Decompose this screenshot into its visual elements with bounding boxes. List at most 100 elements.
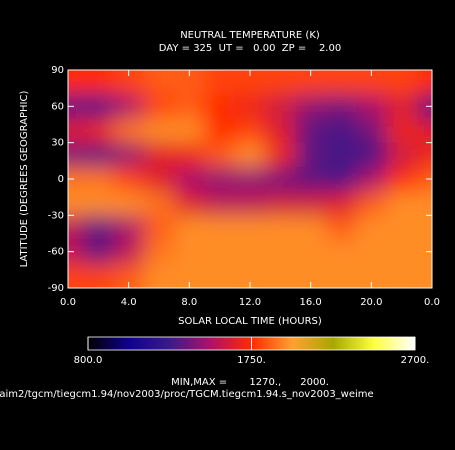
heat-cell: [143, 239, 175, 265]
heat-cell: [68, 191, 84, 216]
heat-cell: [143, 191, 175, 216]
heat-cell: [265, 142, 296, 168]
heat-cell: [83, 239, 114, 265]
heat-cell: [325, 239, 357, 265]
y-tick-label: -60: [48, 247, 64, 258]
heat-cell: [204, 263, 236, 288]
heat-cell: [204, 239, 236, 265]
heat-cell: [325, 263, 357, 288]
y-tick-label: -90: [48, 283, 64, 294]
heat-cell: [113, 70, 145, 95]
heat-cell: [113, 166, 145, 192]
heat-cell: [143, 142, 175, 168]
heat-cell: [265, 166, 296, 192]
heat-cell: [83, 142, 114, 168]
heat-cell: [265, 239, 296, 265]
x-tick-label: 4.0: [121, 297, 137, 308]
heat-cell: [174, 166, 205, 192]
heat-cell: [265, 263, 296, 288]
heat-cell: [174, 215, 205, 241]
chart-subtitle: DAY = 325 UT = 0.00 ZP = 2.00: [159, 43, 341, 54]
heat-cell: [416, 142, 432, 168]
heat-cell: [204, 118, 236, 144]
heat-cell: [356, 94, 387, 119]
x-axis-label: SOLAR LOCAL TIME (HOURS): [178, 316, 322, 327]
heat-cell: [386, 142, 418, 168]
heat-cell: [325, 166, 357, 192]
x-tick-label: 0.0: [60, 297, 76, 308]
heat-cell: [234, 118, 266, 144]
heat-cell: [83, 94, 114, 119]
heat-cell: [174, 239, 205, 265]
field: [68, 70, 432, 288]
heat-cell: [356, 70, 387, 95]
heat-cell: [68, 94, 84, 119]
heat-cell: [83, 166, 114, 192]
heat-cell: [143, 263, 175, 288]
colorbar-tick-label: 1750.: [237, 355, 266, 366]
heat-cell: [416, 239, 432, 265]
heat-cell: [416, 191, 432, 216]
heat-cell: [68, 142, 84, 168]
colorbar-tick-label: 800.0: [74, 355, 103, 366]
heat-cell: [68, 118, 84, 144]
heat-cell: [83, 118, 114, 144]
heat-cell: [174, 191, 205, 216]
heat-cell: [234, 215, 266, 241]
heat-cell: [295, 215, 327, 241]
heat-cell: [265, 215, 296, 241]
y-axis-label: LATITUDE (DEGREES GEOGRAPHIC): [19, 91, 30, 268]
heat-cell: [325, 70, 357, 95]
heat-cell: [295, 118, 327, 144]
heat-cell: [204, 70, 236, 95]
heat-cell: [143, 215, 175, 241]
heat-cell: [386, 191, 418, 216]
heat-cell: [416, 94, 432, 119]
heat-cell: [265, 118, 296, 144]
x-tick-label: 20.0: [360, 297, 382, 308]
heat-cell: [234, 94, 266, 119]
heat-cell: [386, 118, 418, 144]
heat-cell: [386, 70, 418, 95]
heat-cell: [265, 70, 296, 95]
heat-cell: [143, 70, 175, 95]
heat-cell: [295, 239, 327, 265]
heat-cell: [143, 118, 175, 144]
heat-cell: [83, 191, 114, 216]
heat-cell: [416, 70, 432, 95]
heat-cell: [416, 263, 432, 288]
heat-cell: [174, 118, 205, 144]
heat-cell: [83, 263, 114, 288]
x-tick-label: 16.0: [300, 297, 322, 308]
y-tick-label: 30: [51, 138, 64, 149]
heat-cell: [356, 166, 387, 192]
heat-cell: [325, 94, 357, 119]
heat-cell: [325, 118, 357, 144]
x-tick-label: 0.0: [424, 297, 440, 308]
heat-cell: [83, 70, 114, 95]
heat-cell: [68, 239, 84, 265]
heat-cell: [386, 215, 418, 241]
heat-cell: [325, 191, 357, 216]
heat-cell: [356, 215, 387, 241]
heat-cell: [68, 215, 84, 241]
heat-cell: [113, 239, 145, 265]
heat-cell: [204, 215, 236, 241]
heat-cell: [204, 94, 236, 119]
heat-cell: [295, 142, 327, 168]
heat-cell: [143, 166, 175, 192]
heat-cell: [204, 191, 236, 216]
chart-title: NEUTRAL TEMPERATURE (K): [180, 30, 320, 41]
y-tick-label: 60: [51, 101, 64, 112]
heat-cell: [83, 215, 114, 241]
heat-cell: [325, 142, 357, 168]
field-clip: [68, 70, 432, 288]
heat-cell: [113, 142, 145, 168]
heat-cell: [113, 118, 145, 144]
heat-cell: [386, 239, 418, 265]
x-tick-label: 8.0: [181, 297, 197, 308]
heat-cell: [113, 94, 145, 119]
x-tick-label: 12.0: [239, 297, 261, 308]
heat-cell: [325, 215, 357, 241]
